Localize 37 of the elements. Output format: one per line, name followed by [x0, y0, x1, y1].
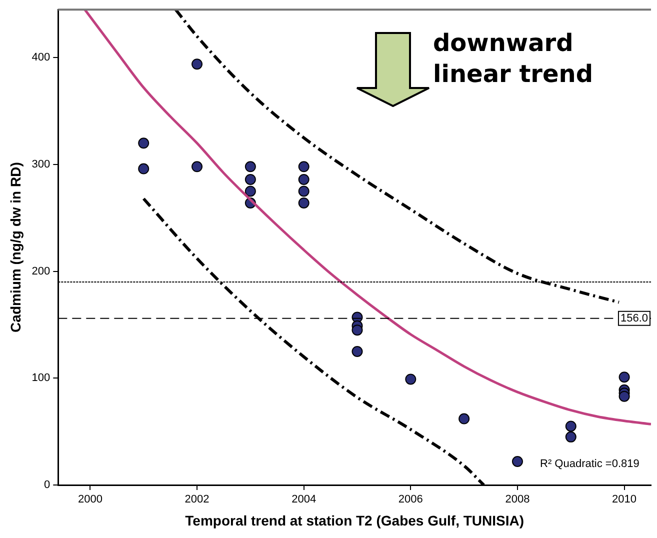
- point: [352, 324, 363, 336]
- x-tick-label: 2000: [78, 494, 102, 506]
- x-tick-label: 2004: [292, 494, 316, 506]
- point: [458, 413, 470, 424]
- y-tick-label: 100: [32, 372, 50, 384]
- x-tick-label: 2002: [184, 494, 210, 506]
- y-tick-label: 300: [32, 158, 50, 171]
- point: [618, 372, 630, 383]
- annotation: downward linear trend: [433, 28, 594, 90]
- x-tick-label: 2010: [612, 494, 637, 506]
- point: [298, 174, 310, 185]
- point: [618, 390, 630, 402]
- point: [298, 161, 310, 172]
- annotation: R² Quadratic =0.819: [540, 458, 640, 470]
- point: [298, 197, 310, 208]
- y-tick-label: 200: [32, 265, 50, 278]
- point: [405, 374, 416, 385]
- point: [138, 163, 150, 174]
- ref-line-label: 156.0: [620, 312, 648, 324]
- point: [352, 346, 363, 357]
- point: [512, 456, 523, 467]
- y-axis-title: Cadmium (ng/g dw in RD): [7, 162, 24, 332]
- x-tick-label: 2006: [398, 494, 423, 506]
- y-tick-label: 400: [32, 52, 50, 64]
- point: [565, 420, 576, 432]
- point: [298, 186, 310, 197]
- point: [244, 186, 256, 197]
- point: [244, 161, 256, 172]
- line-series: [84, 10, 651, 426]
- point: [138, 138, 150, 149]
- y-tick-label: 0: [44, 479, 50, 492]
- point: [192, 58, 203, 70]
- x-axis-title: Temporal trend at station T2 (Gabes Gulf, TUNISIA): [185, 512, 524, 528]
- point: [565, 431, 576, 442]
- point: [192, 161, 203, 172]
- x-tick-label: 2008: [505, 494, 530, 506]
- point: [244, 174, 256, 185]
